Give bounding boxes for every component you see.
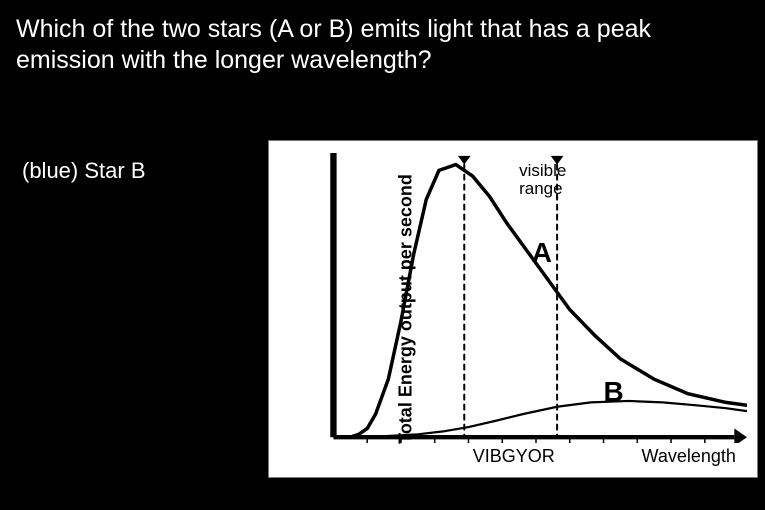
curve-a — [350, 165, 747, 438]
plot-area: visible range A B VIBGYOR Wavelength — [325, 153, 747, 443]
visible-range-label: visible range — [519, 162, 566, 198]
curve-b — [350, 401, 747, 437]
chart-panel: Total Energy output per second visible r… — [268, 140, 758, 478]
spectrum-label: VIBGYOR — [473, 446, 555, 467]
visible-range-left-arrow-icon — [458, 156, 471, 165]
question-text: Which of the two stars (A or B) emits li… — [16, 14, 749, 77]
answer-text: (blue) Star B — [22, 158, 146, 184]
series-b-label: B — [604, 376, 624, 408]
x-axis-label: Wavelength — [642, 446, 736, 467]
x-axis-arrow-icon — [734, 429, 747, 444]
series-a-label: A — [532, 237, 552, 269]
